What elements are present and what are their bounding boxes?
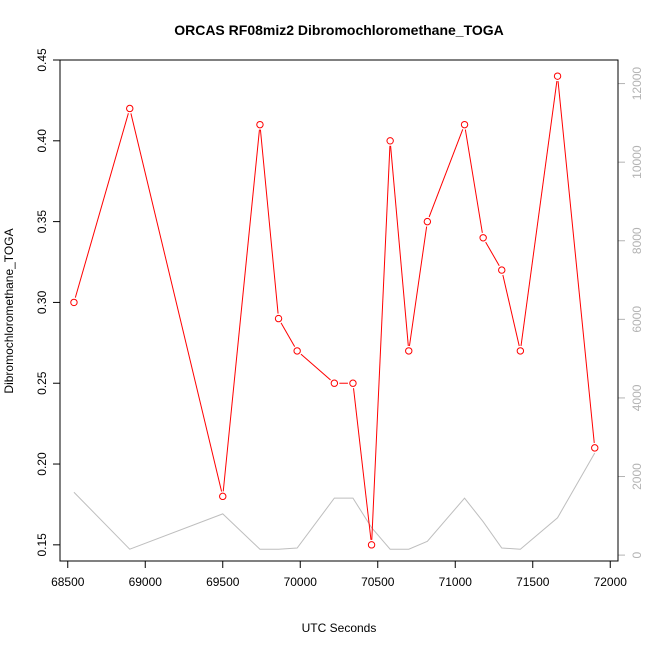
series-line-segment: [222, 129, 260, 492]
data-point: [405, 347, 413, 355]
series-line-segment: [557, 81, 595, 443]
y-tick-label: 0.45: [35, 48, 49, 72]
y-tick-label: 0.40: [35, 129, 49, 153]
series-line-segment: [371, 145, 391, 540]
series-line-segment: [408, 226, 428, 347]
x-tick-label: 69500: [206, 575, 240, 589]
series-line-segment: [259, 129, 279, 314]
data-point: [70, 298, 78, 307]
x-tick-label: 71000: [439, 575, 473, 589]
data-point: [591, 444, 599, 452]
data-point: [256, 120, 264, 129]
y2-tick-label: 12000: [630, 67, 644, 101]
y-axis-label: Dibromochloromethane_TOGA: [2, 228, 16, 393]
data-point: [460, 120, 469, 129]
series-line-segment: [502, 274, 520, 347]
y2-tick-label: 2000: [630, 463, 644, 490]
data-point: [516, 347, 525, 355]
series-line-segment: [485, 241, 500, 267]
series-line-segment: [280, 322, 296, 347]
chart-title: ORCAS RF08miz2 Dibromochloromethane_TOGA: [174, 22, 504, 38]
series-line-segment: [130, 113, 223, 492]
data-point: [349, 379, 357, 387]
data-point: [479, 234, 487, 242]
plot-frame: [59, 59, 619, 562]
data-point: [126, 104, 134, 113]
series-line-segment: [353, 388, 372, 540]
data-point: [423, 217, 432, 226]
y-tick-label: 0.20: [35, 452, 49, 476]
data-point: [386, 137, 394, 145]
series-line: [73, 452, 596, 550]
series-line-segment: [390, 145, 409, 346]
data-point: [553, 72, 562, 80]
series-line-segment: [464, 129, 483, 233]
y2-tick-label: 4000: [630, 384, 644, 411]
series-line-segment: [520, 81, 558, 347]
x-tick-label: 71500: [516, 575, 550, 589]
series-line-segment: [428, 129, 464, 218]
data-point: [498, 266, 506, 274]
data-point: [330, 379, 339, 387]
data-point: [293, 347, 301, 355]
x-tick-label: 70500: [361, 575, 395, 589]
data-point: [219, 492, 227, 501]
x-tick-label: 72000: [594, 575, 628, 589]
x-tick-label: 70000: [284, 575, 318, 589]
x-axis-label: UTC Seconds: [302, 621, 377, 635]
series-line-segment: [74, 113, 129, 298]
x-tick-label: 68500: [51, 575, 85, 589]
data-point: [274, 314, 283, 323]
x-tick-label: 69000: [129, 575, 163, 589]
y-tick-label: 0.25: [35, 371, 49, 395]
y2-tick-label: 8000: [630, 227, 644, 254]
y-tick-label: 0.35: [35, 210, 49, 234]
y2-tick-label: 6000: [630, 306, 644, 333]
y-tick-label: 0.15: [35, 533, 49, 557]
y2-tick-label: 0: [630, 551, 644, 558]
y2-tick-label: 10000: [630, 145, 644, 179]
series-line-segment: [300, 353, 331, 381]
data-point: [367, 541, 376, 549]
y-tick-label: 0.30: [35, 290, 49, 314]
